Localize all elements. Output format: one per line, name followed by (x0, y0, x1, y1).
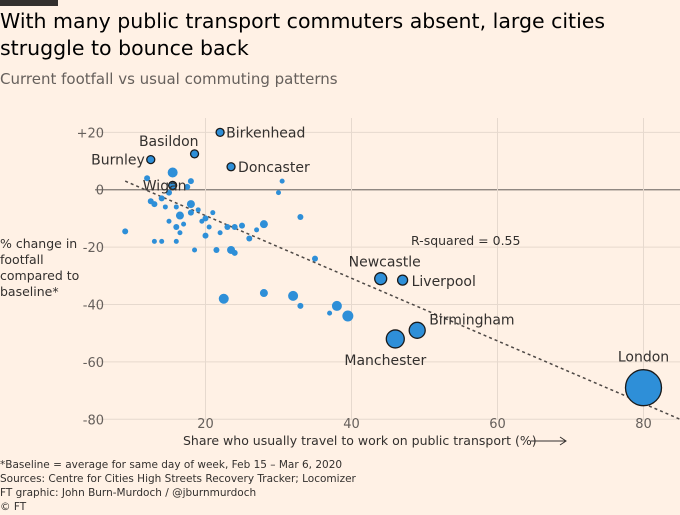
data-point (181, 221, 187, 227)
x-axis-label: Share who usually travel to work on publ… (183, 433, 537, 448)
data-point (187, 178, 194, 185)
data-point (276, 190, 281, 196)
r-squared-annotation: R-squared = 0.55 (411, 233, 520, 248)
data-point (327, 310, 333, 316)
y-tick-label: -80 (83, 413, 104, 428)
sources-note: Sources: Centre for Cities High Streets … (0, 473, 356, 485)
labeled-data-point (215, 127, 225, 137)
point-label: Manchester (344, 353, 426, 369)
point-label: Basildon (139, 134, 199, 150)
trend-line-path (124, 180, 680, 420)
data-point (213, 246, 220, 253)
x-tick-label: 40 (343, 417, 360, 432)
y-tick-label: 0 (96, 184, 104, 199)
labeled-data-point (374, 272, 388, 286)
x-tick-label: 20 (197, 417, 214, 432)
y-tick-label: +20 (77, 126, 104, 141)
data-point (202, 215, 209, 222)
data-point (217, 230, 223, 236)
data-point (218, 293, 229, 304)
data-point (202, 232, 209, 239)
data-point (192, 247, 198, 253)
data-point (246, 235, 253, 242)
data-point (158, 195, 165, 202)
trend-line (124, 180, 680, 420)
point-label: Birmingham (429, 312, 514, 328)
labeled-data-point (167, 180, 178, 191)
point-label: Burnley (91, 153, 145, 169)
data-point (167, 167, 178, 178)
data-point (342, 310, 354, 322)
point-label: London (618, 350, 669, 366)
data-point (254, 227, 260, 233)
data-point (312, 255, 318, 262)
point-label: Wigan (143, 178, 187, 194)
footnotes: *Baseline = average for same day of week… (0, 458, 356, 514)
data-point (122, 228, 129, 235)
point-label: Liverpool (412, 274, 476, 290)
labeled-data-point (396, 274, 409, 286)
data-point (166, 218, 172, 224)
data-point (210, 210, 216, 216)
data-point (184, 183, 191, 190)
data-point (297, 302, 304, 309)
data-point (173, 204, 179, 210)
labeled-data-point (146, 154, 156, 165)
labeled-data-point (408, 321, 426, 339)
baseline-note: *Baseline = average for same day of week… (0, 459, 343, 471)
data-point (288, 290, 299, 301)
data-point (259, 220, 268, 229)
data-point (231, 224, 238, 231)
axes: +20 0 -20 -40 -60 -80 20 40 60 80 (77, 126, 652, 432)
y-axis-label: % change in footfall compared to baselin… (0, 236, 80, 299)
data-point (279, 178, 285, 184)
data-point (187, 209, 194, 216)
data-point (144, 175, 151, 182)
data-point (173, 238, 179, 244)
chart-subtitle: Current footfall vs usual commuting patt… (0, 70, 338, 88)
labeled-data-point (385, 329, 405, 349)
data-point (206, 224, 212, 230)
data-point (259, 289, 268, 298)
data-point (297, 213, 304, 220)
labeled-data-point (624, 369, 663, 407)
data-point (175, 211, 184, 220)
labeled-data-point (189, 149, 200, 159)
data-point (186, 200, 195, 209)
y-tick-label: -40 (83, 298, 104, 313)
data-point (162, 204, 168, 210)
data-point (224, 224, 231, 231)
x-axis-label-group: Share who usually travel to work on publ… (183, 433, 567, 448)
x-tick-label: 60 (489, 417, 506, 432)
point-label: Newcastle (349, 255, 421, 271)
chart-title: With many public transport commuters abs… (0, 9, 606, 60)
point-label: Doncaster (238, 160, 310, 176)
data-point (195, 207, 201, 213)
data-point (331, 300, 342, 311)
point-labels: Birkenhead Basildon Burnley Doncaster Wigan N… (91, 125, 669, 369)
data-point (166, 189, 172, 196)
credit-note: FT graphic: John Burn-Murdoch / @jburnmu… (0, 487, 257, 499)
data-point (177, 230, 183, 236)
ft-accent-bar (0, 0, 58, 6)
data-point (159, 238, 165, 244)
data-points (122, 127, 663, 407)
data-point (239, 222, 245, 229)
data-point (173, 224, 180, 231)
point-label: Birkenhead (226, 125, 305, 141)
y-tick-label: -20 (83, 241, 104, 256)
data-point (231, 249, 238, 256)
data-point (151, 201, 158, 208)
x-tick-label: 80 (635, 417, 652, 432)
data-point (151, 238, 157, 244)
y-tick-label: -60 (83, 356, 104, 371)
copyright-note: © FT (0, 501, 27, 513)
labeled-data-point (226, 162, 236, 172)
grid-lines (95, 118, 680, 420)
x-axis-arrowhead-icon (559, 436, 567, 446)
